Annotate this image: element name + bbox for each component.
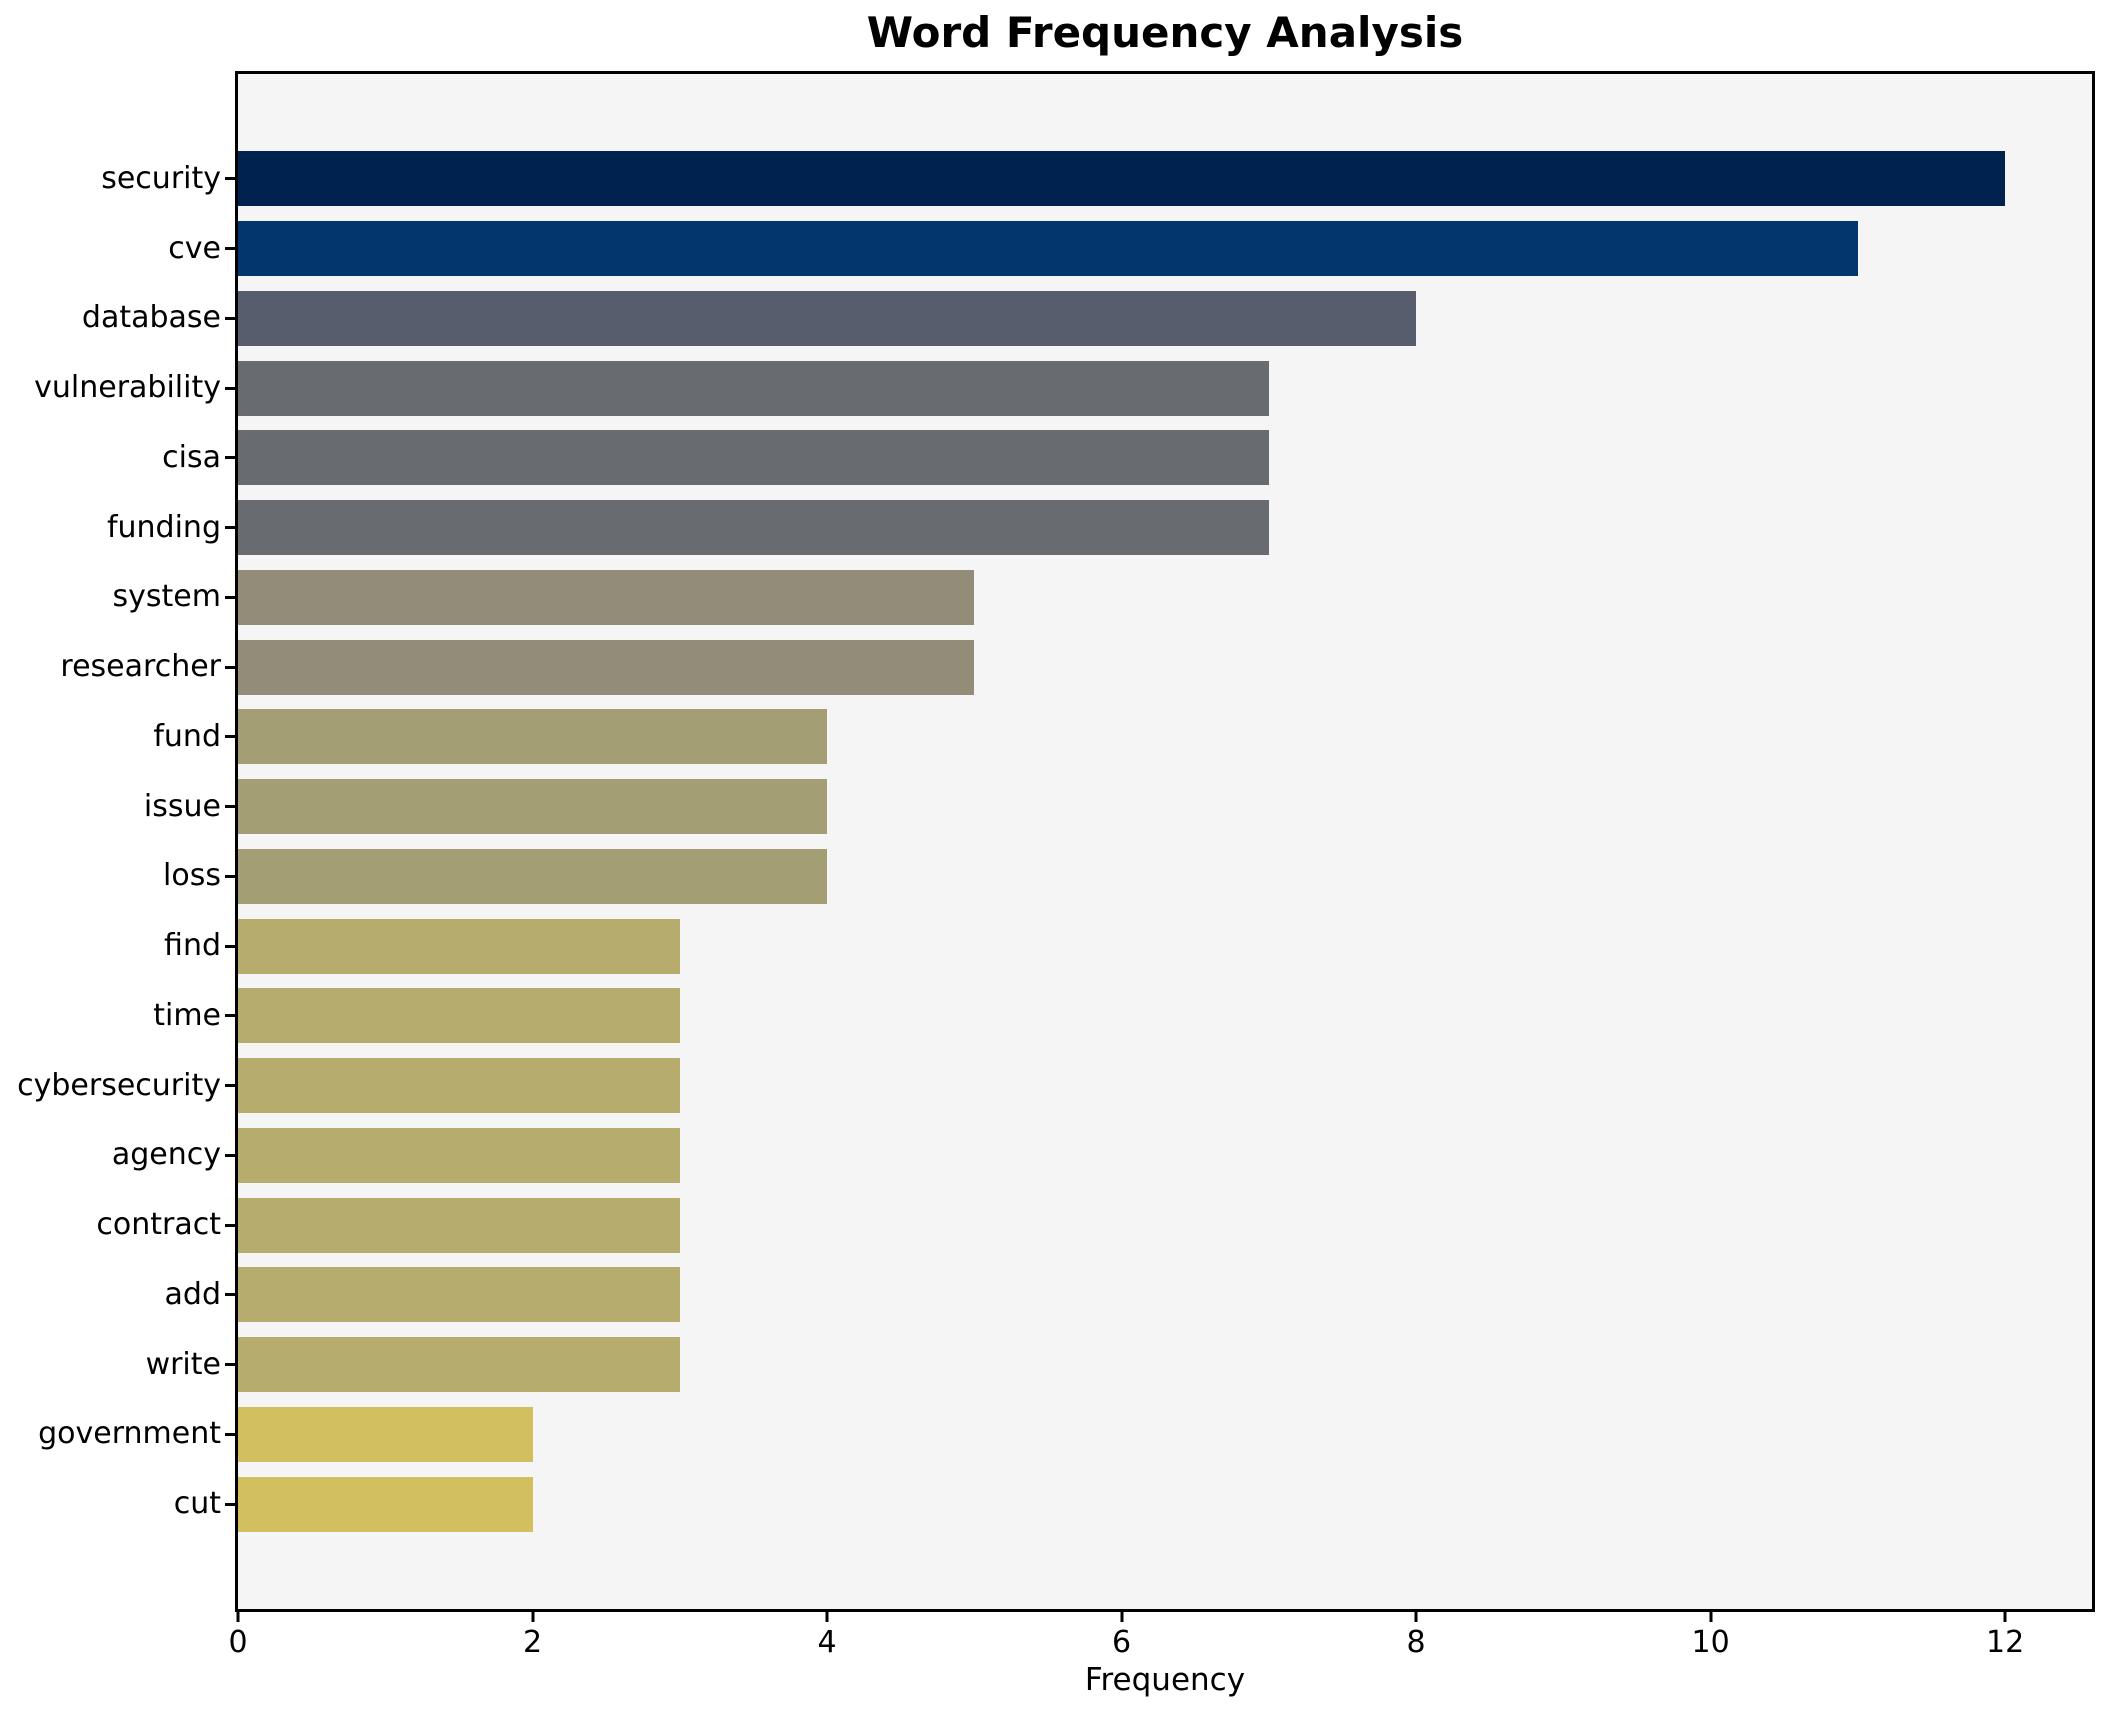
bar-vulnerability <box>238 360 1269 416</box>
y-tick-mark <box>225 1223 235 1227</box>
x-tick-label: 6 <box>1112 1625 1132 1660</box>
y-tick-label: find <box>164 928 221 964</box>
bar-row: government <box>38 1400 2092 1470</box>
x-tick-label: 10 <box>1691 1625 1730 1660</box>
bar-row: find <box>164 911 2092 981</box>
bar-cybersecurity <box>238 1058 680 1114</box>
bar-funding <box>238 500 1269 556</box>
y-tick-label: add <box>164 1276 221 1312</box>
bar-row: database <box>82 284 2092 354</box>
bar-system <box>238 569 975 625</box>
bar-row: issue <box>144 772 2092 842</box>
y-tick-label: loss <box>163 858 221 894</box>
bar-row: cisa <box>162 423 2092 493</box>
y-tick-label: contract <box>96 1207 221 1243</box>
y-tick-mark <box>225 944 235 948</box>
bar-row: cve <box>168 214 2092 284</box>
bar-add <box>238 1267 680 1323</box>
x-tick-mark <box>825 1612 829 1622</box>
plot-area: security cve database vulnerability cisa fund… <box>17 71 2095 1612</box>
bar-database <box>238 290 1417 346</box>
y-tick-mark <box>225 1153 235 1157</box>
bar-row: system <box>113 563 2092 633</box>
y-tick-mark <box>225 595 235 599</box>
bar-row: security <box>101 144 2092 214</box>
y-tick-mark <box>225 1502 235 1506</box>
bar-row: researcher <box>60 632 2092 702</box>
bar-issue <box>238 779 828 835</box>
y-tick-mark <box>225 386 235 390</box>
bar-government <box>238 1406 533 1462</box>
y-tick-mark <box>225 1293 235 1297</box>
y-tick-mark <box>225 665 235 669</box>
x-tick-mark <box>1414 1612 1418 1622</box>
y-tick-mark <box>225 177 235 181</box>
bar-row: loss <box>163 842 2092 912</box>
bar-researcher <box>238 639 975 695</box>
x-tick-mark <box>2003 1612 2007 1622</box>
y-tick-label: vulnerability <box>34 370 221 406</box>
x-tick-label: 0 <box>228 1625 248 1660</box>
y-tick-label: cut <box>173 1486 221 1522</box>
x-tick-label: 8 <box>1406 1625 1426 1660</box>
x-tick-mark <box>531 1612 535 1622</box>
bar-contract <box>238 1197 680 1253</box>
y-tick-label: cve <box>168 230 221 266</box>
bar-loss <box>238 848 828 904</box>
bar-row: vulnerability <box>34 353 2092 423</box>
bar-row: funding <box>107 493 2092 563</box>
y-tick-mark <box>225 1014 235 1018</box>
x-tick-label: 2 <box>522 1625 543 1660</box>
chart-title: Word Frequency Analysis <box>866 8 1464 57</box>
y-tick-label: write <box>145 1346 221 1382</box>
bar-find <box>238 918 680 974</box>
y-tick-mark <box>225 316 235 320</box>
y-tick-label: security <box>101 160 221 196</box>
bar-row: write <box>146 1330 2092 1400</box>
y-tick-mark <box>225 735 235 739</box>
y-tick-mark <box>225 874 235 878</box>
bar-row: fund <box>153 702 2092 772</box>
y-tick-label: agency <box>111 1137 221 1173</box>
x-tick-label: 4 <box>817 1625 837 1660</box>
y-tick-mark <box>225 526 235 530</box>
x-axis-label: Frequency <box>1084 1662 1246 1698</box>
bar-security <box>238 151 2006 207</box>
bar-write <box>238 1337 680 1393</box>
bar-cisa <box>238 430 1269 486</box>
bar-agency <box>238 1127 680 1183</box>
bar-cve <box>238 221 1858 277</box>
x-tick-mark <box>1120 1612 1124 1622</box>
bars-container: security cve database vulnerability cisa fund… <box>17 74 2092 1609</box>
bar-fund <box>238 709 828 765</box>
y-tick-mark <box>225 805 235 809</box>
y-tick-label: time <box>153 997 221 1033</box>
bar-row: cybersecurity <box>17 1051 2092 1121</box>
y-tick-label: researcher <box>60 649 221 685</box>
bar-row: add <box>165 1260 2092 1330</box>
x-tick-mark <box>1709 1612 1713 1622</box>
bar-row: agency <box>112 1121 2092 1191</box>
y-tick-label: database <box>81 300 221 336</box>
y-tick-mark <box>225 1084 235 1088</box>
y-tick-label: cybersecurity <box>17 1067 221 1103</box>
bar-row: contract <box>96 1190 2092 1260</box>
bar-row: cut <box>174 1469 2092 1539</box>
y-tick-label: system <box>112 579 221 615</box>
bar-row: time <box>153 981 2092 1051</box>
y-tick-label: fund <box>153 718 221 754</box>
y-tick-label: cisa <box>162 439 221 475</box>
bar-time <box>238 988 680 1044</box>
bar-cut <box>238 1476 533 1532</box>
y-tick-mark <box>225 247 235 251</box>
y-tick-label: issue <box>143 788 221 824</box>
x-tick-mark <box>236 1612 240 1622</box>
x-tick-label: 12 <box>1986 1625 2025 1660</box>
y-tick-mark <box>225 1432 235 1436</box>
y-tick-mark <box>225 1363 235 1367</box>
y-tick-mark <box>225 456 235 460</box>
y-tick-label: government <box>38 1416 221 1452</box>
y-tick-label: funding <box>106 509 221 545</box>
